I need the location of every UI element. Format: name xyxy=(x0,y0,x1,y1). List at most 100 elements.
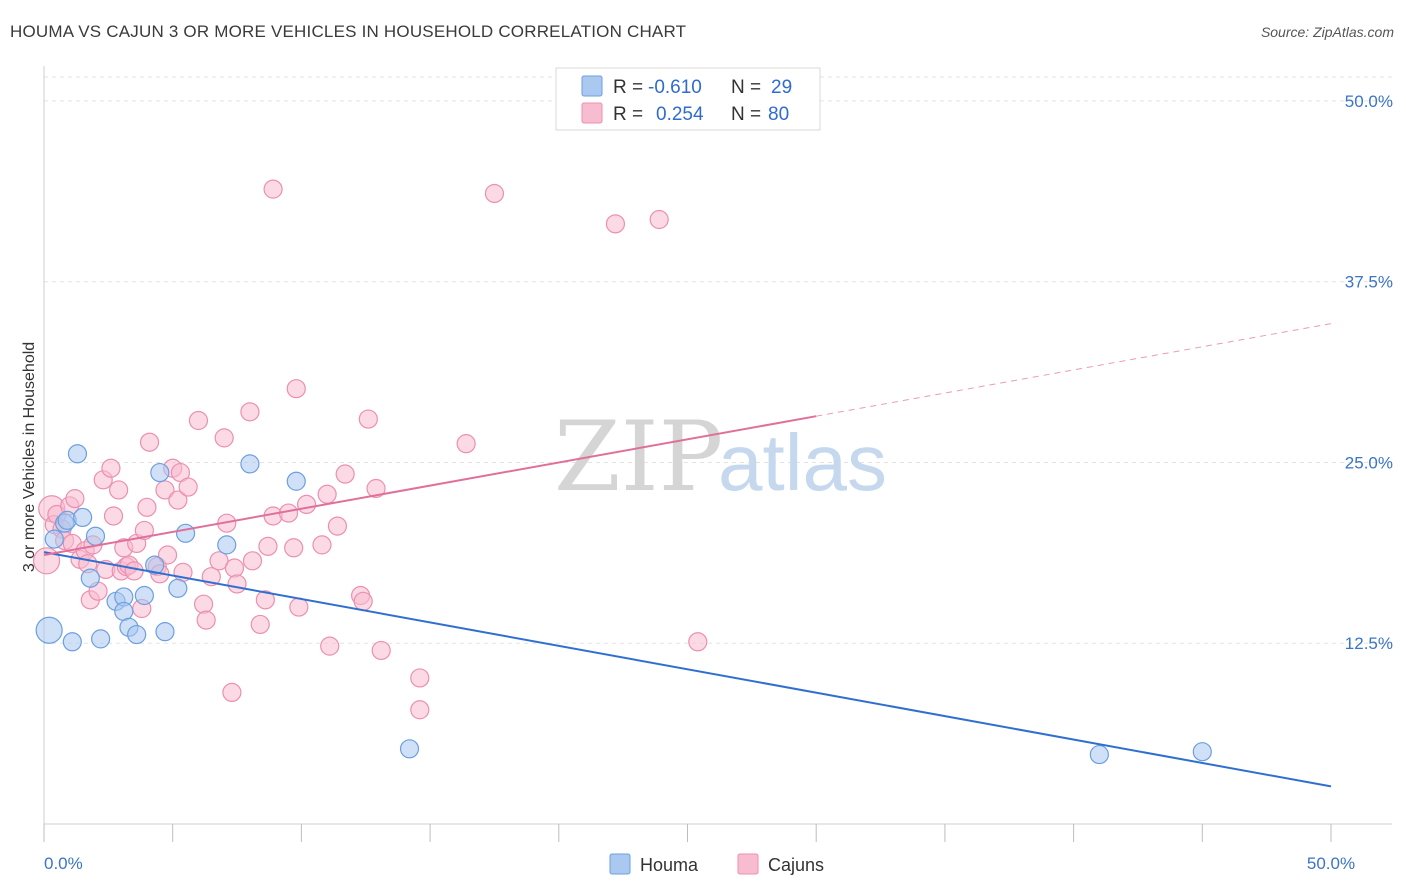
cajun-point xyxy=(157,545,178,565)
houma-point xyxy=(150,462,170,483)
houma-point xyxy=(134,585,154,606)
houma-point xyxy=(73,507,93,528)
cajun-point xyxy=(178,477,198,497)
houma-point xyxy=(145,555,165,575)
houma-point xyxy=(168,578,188,598)
y-tick-label: 12.5% xyxy=(1345,634,1393,653)
cajun-point xyxy=(65,489,85,509)
cajun-point xyxy=(688,632,708,652)
cajun-point xyxy=(371,640,391,661)
houma-point xyxy=(127,624,147,645)
cajun-point xyxy=(284,538,304,558)
cajun-point xyxy=(101,458,121,478)
cajun-point xyxy=(188,410,209,431)
cajun-point xyxy=(222,682,242,703)
legend-n-value-cajuns: 80 xyxy=(768,104,789,125)
cajun-point xyxy=(263,179,283,199)
cajun-point xyxy=(255,590,275,610)
cajun-point xyxy=(649,209,669,230)
cajun-point xyxy=(258,536,278,556)
cajun-point xyxy=(353,591,373,611)
watermark-zip: ZIP xyxy=(554,401,723,513)
cajun-point xyxy=(134,520,154,541)
legend-box: R = -0.610 N = 29 R = 0.254 N = 80 xyxy=(555,67,821,131)
watermark-atlas: atlas xyxy=(718,418,887,507)
houma-point xyxy=(1089,744,1109,765)
trend-layer xyxy=(43,323,1332,788)
cajun-point xyxy=(250,614,270,635)
cajun-point xyxy=(327,516,348,536)
houma-point xyxy=(35,616,63,644)
x-tick-label: 50.0% xyxy=(1307,854,1355,873)
cajun-point xyxy=(227,574,247,594)
legend-n-value-houma: 29 xyxy=(771,77,792,98)
cajun-point xyxy=(242,551,263,571)
houma-point xyxy=(91,629,111,649)
houma-point xyxy=(217,535,237,555)
cajun-point xyxy=(139,432,160,452)
cajun-point xyxy=(196,610,216,630)
bottom-legend-label-cajuns: Cajuns xyxy=(768,855,824,875)
axis-layer: 12.5% 25.0% 37.5% 50.0% 0.0% 50.0% xyxy=(43,66,1393,873)
bottom-legend-label-houma: Houma xyxy=(640,855,699,875)
cajun-point xyxy=(484,183,505,204)
cajun-point xyxy=(289,597,309,617)
cajun-point xyxy=(155,480,175,500)
watermark: ZIP atlas xyxy=(554,401,887,513)
legend-n-label-cajuns: N = xyxy=(731,104,761,125)
legend-r-label-cajuns: R = xyxy=(613,104,643,125)
y-tick-label: 37.5% xyxy=(1345,273,1393,292)
houma-point xyxy=(62,632,82,652)
houma-point xyxy=(155,622,175,642)
cajun-point xyxy=(410,668,430,688)
cajun-point xyxy=(312,535,332,555)
cajun-point xyxy=(168,490,188,510)
chart-title: HOUMA VS CAJUN 3 OR MORE VEHICLES IN HOU… xyxy=(10,22,687,41)
cajun-point xyxy=(103,506,124,526)
legend-n-label-houma: N = xyxy=(731,77,761,98)
legend-swatch-houma xyxy=(581,75,603,97)
houma-point xyxy=(80,568,100,588)
bottom-legend: Houma Cajuns xyxy=(609,853,824,875)
houma-point xyxy=(114,601,134,622)
cajun-point xyxy=(214,428,234,448)
y-tick-label: 25.0% xyxy=(1345,453,1393,472)
houma-point xyxy=(1192,742,1212,762)
cajun-point xyxy=(296,494,317,514)
cajun-point xyxy=(605,214,626,234)
houma-point xyxy=(240,454,260,474)
cajun-point xyxy=(410,700,430,720)
cajun-point xyxy=(137,497,157,517)
houma-trend-line xyxy=(43,551,1332,788)
cajun-point xyxy=(193,594,214,614)
points-layer xyxy=(32,179,1212,765)
houma-point xyxy=(286,471,306,491)
cajun-point xyxy=(335,464,355,484)
legend-r-value-cajuns: 0.254 xyxy=(656,104,704,125)
cajun-trend-line xyxy=(43,415,817,556)
cajun-point xyxy=(124,561,144,581)
houma-point xyxy=(67,444,88,464)
legend-r-value-houma: -0.610 xyxy=(648,77,702,98)
cajun-point xyxy=(240,402,260,422)
bottom-legend-swatch-houma xyxy=(609,853,631,875)
houma-point xyxy=(85,526,106,546)
y-tick-label: 50.0% xyxy=(1345,92,1393,111)
cajun-point xyxy=(224,558,245,578)
cajun-point xyxy=(320,636,340,656)
legend-r-label-houma: R = xyxy=(613,77,643,98)
cajun-point xyxy=(209,551,229,571)
cajun-point xyxy=(317,484,337,504)
cajun-point xyxy=(286,379,306,399)
cajun-point xyxy=(366,478,386,499)
legend-swatch-cajuns xyxy=(581,102,603,124)
cajun-point xyxy=(109,480,129,500)
source-label: Source: ZipAtlas.com xyxy=(1260,24,1394,40)
cajun-point xyxy=(358,409,378,429)
cajun-trend-extension xyxy=(816,323,1332,417)
cajun-point xyxy=(456,434,476,454)
houma-point xyxy=(44,529,64,549)
x-tick-label: 0.0% xyxy=(44,854,83,873)
houma-point xyxy=(399,739,420,759)
